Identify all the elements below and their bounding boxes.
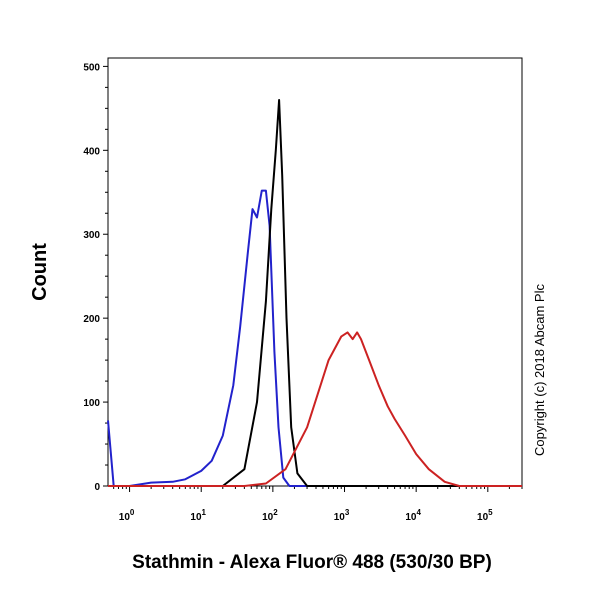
y-axis: 0 100 200 300 400 500 <box>83 62 108 493</box>
histogram-series-2 <box>108 331 522 487</box>
histogram-series-0 <box>107 189 522 487</box>
plot-area: 0 100 200 300 400 500 100 101 102 103 104 105 <box>83 57 523 523</box>
x-tick-label: 100 <box>119 508 135 523</box>
y-tick-label: 0 <box>94 482 100 493</box>
y-tick-label: 400 <box>83 146 100 157</box>
y-tick-label: 200 <box>83 314 100 325</box>
x-tick-label: 105 <box>477 508 493 523</box>
copyright-notice: Copyright (c) 2018 Abcam Plc <box>532 284 547 456</box>
x-tick-label: 103 <box>334 508 350 523</box>
x-tick-label: 101 <box>190 508 206 523</box>
x-tick-label: 104 <box>405 508 421 523</box>
x-axis-label: Stathmin - Alexa Fluor® 488 (530/30 BP) <box>132 552 492 573</box>
y-tick-label: 300 <box>83 230 100 241</box>
y-tick-label: 100 <box>83 398 100 409</box>
y-axis-label: Count <box>29 243 51 301</box>
histogram-series-1 <box>108 99 522 487</box>
plot-frame <box>107 57 523 487</box>
y-tick-label: 500 <box>83 62 100 73</box>
series-layer <box>107 99 522 487</box>
x-tick-label: 102 <box>262 508 278 523</box>
x-axis: 100 101 102 103 104 105 <box>113 486 523 523</box>
